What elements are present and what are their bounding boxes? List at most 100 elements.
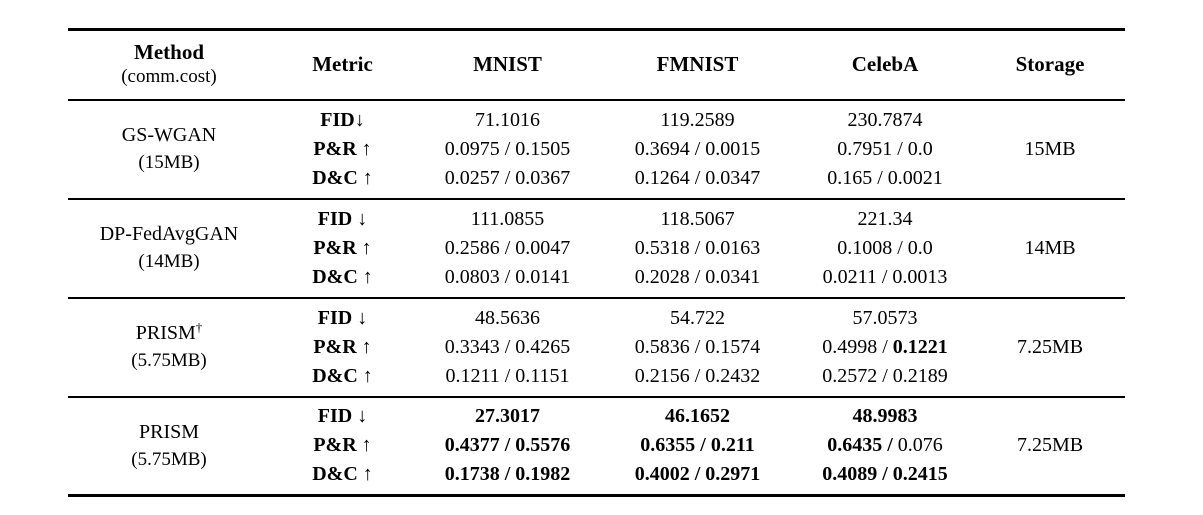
storage-value: 7.25MB (1016, 335, 1084, 358)
celeba-fid-value: 221.34 (857, 207, 913, 230)
celeba-fid-value: 57.0573 (852, 306, 918, 329)
celeba-pr-precision-bold: 0.6435 / (827, 434, 898, 457)
mnist-cell: 111.0855 0.2586 / 0.0047 0.0803 / 0.0141 (415, 199, 600, 298)
metric-fid: FID ↓ (270, 205, 415, 234)
up-arrow-icon: ↑ (356, 137, 372, 160)
storage-cell: 7.25MB (975, 397, 1125, 496)
celeba-pr-value: 0.1008 / 0.0 (837, 236, 933, 259)
up-arrow-icon: ↑ (357, 166, 373, 189)
celeba-dc-value: 0.165 / 0.0021 (827, 166, 943, 189)
mnist-fid-value: 48.5636 (475, 306, 540, 329)
down-arrow-icon: ↓ (352, 306, 368, 329)
fmnist-dc-value: 0.4002 / 0.2971 (634, 463, 761, 486)
fmnist-cell: 54.722 0.5836 / 0.1574 0.2156 / 0.2432 (600, 298, 795, 397)
row-group-gs-wgan: GS-WGAN (15MB) FID↓ P&R ↑ D&C ↑ 71.1016 … (68, 100, 1125, 199)
fmnist-dc-value: 0.1264 / 0.0347 (634, 166, 761, 189)
col-header-comm-cost: (comm.cost) (121, 66, 217, 88)
up-arrow-icon: ↑ (357, 265, 373, 288)
celeba-cell: 221.34 0.1008 / 0.0 0.0211 / 0.0013 (795, 199, 975, 298)
method-cell: GS-WGAN (15MB) (68, 100, 270, 199)
method-name: PRISM (138, 420, 200, 443)
fmnist-pr-value: 0.5318 / 0.0163 (634, 236, 761, 259)
metric-pr: P&R ↑ (270, 135, 415, 164)
col-header-method: Method (comm.cost) (68, 30, 270, 100)
row-group-prism-dagger: PRISM† (5.75MB) FID ↓ P&R ↑ D&C ↑ 48.563… (68, 298, 1125, 397)
method-name: GS-WGAN (121, 124, 217, 146)
mnist-dc-value: 0.0257 / 0.0367 (444, 166, 571, 189)
fmnist-fid-value: 118.5067 (660, 207, 735, 230)
metric-pr: P&R ↑ (270, 333, 415, 362)
celeba-pr-recall: 0.076 (897, 434, 943, 457)
up-arrow-icon: ↑ (356, 434, 372, 457)
row-group-prism: PRISM (5.75MB) FID ↓ P&R ↑ D&C ↑ 27.3017… (68, 397, 1125, 496)
dagger-mark: † (195, 319, 203, 335)
method-comm-cost: (5.75MB) (131, 350, 207, 371)
storage-value: 15MB (1024, 137, 1076, 160)
mnist-pr-value: 0.4377 / 0.5576 (444, 434, 571, 457)
storage-cell: 14MB (975, 199, 1125, 298)
mnist-pr-value: 0.0975 / 0.1505 (444, 137, 571, 160)
metric-fid: FID ↓ (270, 304, 415, 333)
header-row: Method (comm.cost) Metric MNIST FMNIST C… (68, 30, 1125, 100)
celeba-pr-value: 0.7951 / 0.0 (837, 137, 933, 160)
storage-cell: 7.25MB (975, 298, 1125, 397)
celeba-cell: 57.0573 0.4998 / 0.1221 0.2572 / 0.2189 (795, 298, 975, 397)
storage-value: 7.25MB (1016, 434, 1084, 457)
celeba-pr-value: 0.4998 / 0.1221 (795, 333, 975, 362)
method-cell: PRISM (5.75MB) (68, 397, 270, 496)
fmnist-dc-value: 0.2028 / 0.0341 (634, 265, 761, 288)
metric-dc: D&C ↑ (270, 362, 415, 391)
col-header-metric: Metric (312, 52, 373, 77)
method-cell: PRISM† (5.75MB) (68, 298, 270, 397)
celeba-pr-recall-bold: 0.1221 (892, 335, 948, 358)
fmnist-fid-value: 46.1652 (665, 405, 730, 428)
benchmark-results-table: Method (comm.cost) Metric MNIST FMNIST C… (68, 28, 1125, 497)
method-comm-cost: (15MB) (138, 152, 200, 173)
metric-fid: FID ↓ (270, 402, 415, 431)
col-header-mnist: MNIST (473, 52, 542, 77)
mnist-pr-value: 0.2586 / 0.0047 (444, 236, 571, 259)
method-name: PRISM† (68, 320, 270, 347)
mnist-fid-value: 27.3017 (475, 405, 540, 428)
mnist-cell: 71.1016 0.0975 / 0.1505 0.0257 / 0.0367 (415, 100, 600, 199)
mnist-fid-value: 71.1016 (475, 108, 540, 131)
metric-dc-label: D&C (312, 265, 358, 288)
celeba-dc-value: 0.0211 / 0.0013 (822, 265, 948, 288)
fmnist-pr-value: 0.6355 / 0.211 (640, 434, 755, 457)
celeba-fid-value: 48.9983 (852, 405, 918, 428)
metric-dc-label: D&C (312, 364, 358, 387)
mnist-dc-value: 0.0803 / 0.0141 (444, 265, 571, 288)
fmnist-cell: 119.2589 0.3694 / 0.0015 0.1264 / 0.0347 (600, 100, 795, 199)
metric-cell: FID↓ P&R ↑ D&C ↑ (270, 100, 415, 199)
up-arrow-icon: ↑ (356, 236, 372, 259)
celeba-fid-value: 230.7874 (847, 108, 923, 131)
mnist-fid-value: 111.0855 (470, 207, 545, 230)
celeba-dc-value: 0.2572 / 0.2189 (822, 364, 948, 387)
mnist-pr-value: 0.3343 / 0.4265 (444, 335, 571, 358)
metric-pr-label: P&R (313, 236, 357, 259)
col-header-method-title: Method (134, 40, 204, 65)
mnist-dc-value: 0.1211 / 0.1151 (445, 364, 570, 387)
metric-fid-label: FID (317, 306, 353, 329)
fmnist-fid-value: 54.722 (670, 306, 725, 329)
metric-pr: P&R ↑ (270, 431, 415, 460)
metric-cell: FID ↓ P&R ↑ D&C ↑ (270, 199, 415, 298)
storage-value: 14MB (1024, 236, 1076, 259)
up-arrow-icon: ↑ (357, 364, 373, 387)
method-cell: DP-FedAvgGAN (14MB) (68, 199, 270, 298)
metric-dc: D&C ↑ (270, 164, 415, 193)
fmnist-fid-value: 119.2589 (660, 108, 735, 131)
mnist-cell: 48.5636 0.3343 / 0.4265 0.1211 / 0.1151 (415, 298, 600, 397)
metric-cell: FID ↓ P&R ↑ D&C ↑ (270, 397, 415, 496)
metric-dc: D&C ↑ (270, 263, 415, 292)
up-arrow-icon: ↑ (357, 463, 373, 486)
metric-pr: P&R ↑ (270, 234, 415, 263)
celeba-dc-value: 0.4089 / 0.2415 (822, 463, 948, 486)
method-name-text: PRISM (135, 322, 196, 344)
down-arrow-icon: ↓ (354, 108, 365, 131)
down-arrow-icon: ↓ (352, 207, 368, 230)
method-name: DP-FedAvgGAN (99, 223, 239, 245)
row-group-dp-fedavggan: DP-FedAvgGAN (14MB) FID ↓ P&R ↑ D&C ↑ 11… (68, 199, 1125, 298)
method-comm-cost: (14MB) (138, 251, 200, 272)
